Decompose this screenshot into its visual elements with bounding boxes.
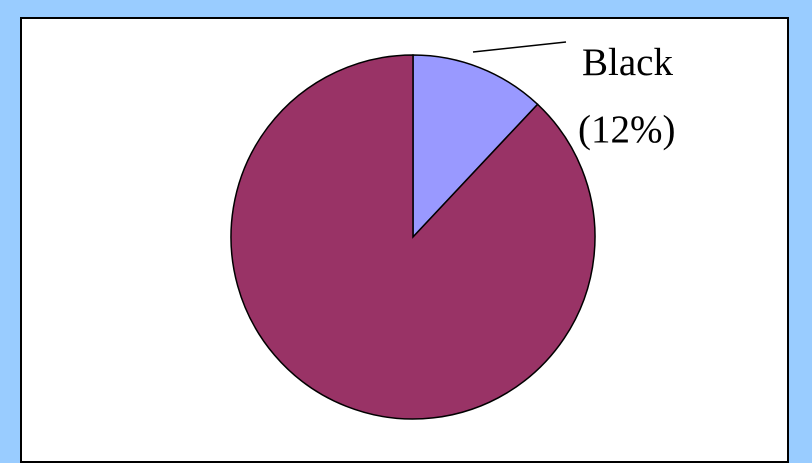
slice-label-black: Black	[582, 41, 673, 84]
leader-line-black	[472, 41, 567, 53]
pie-slice-slice-2	[230, 54, 596, 420]
slice-percent-black: (12%)	[578, 108, 675, 151]
pie-slice-black	[412, 54, 539, 239]
